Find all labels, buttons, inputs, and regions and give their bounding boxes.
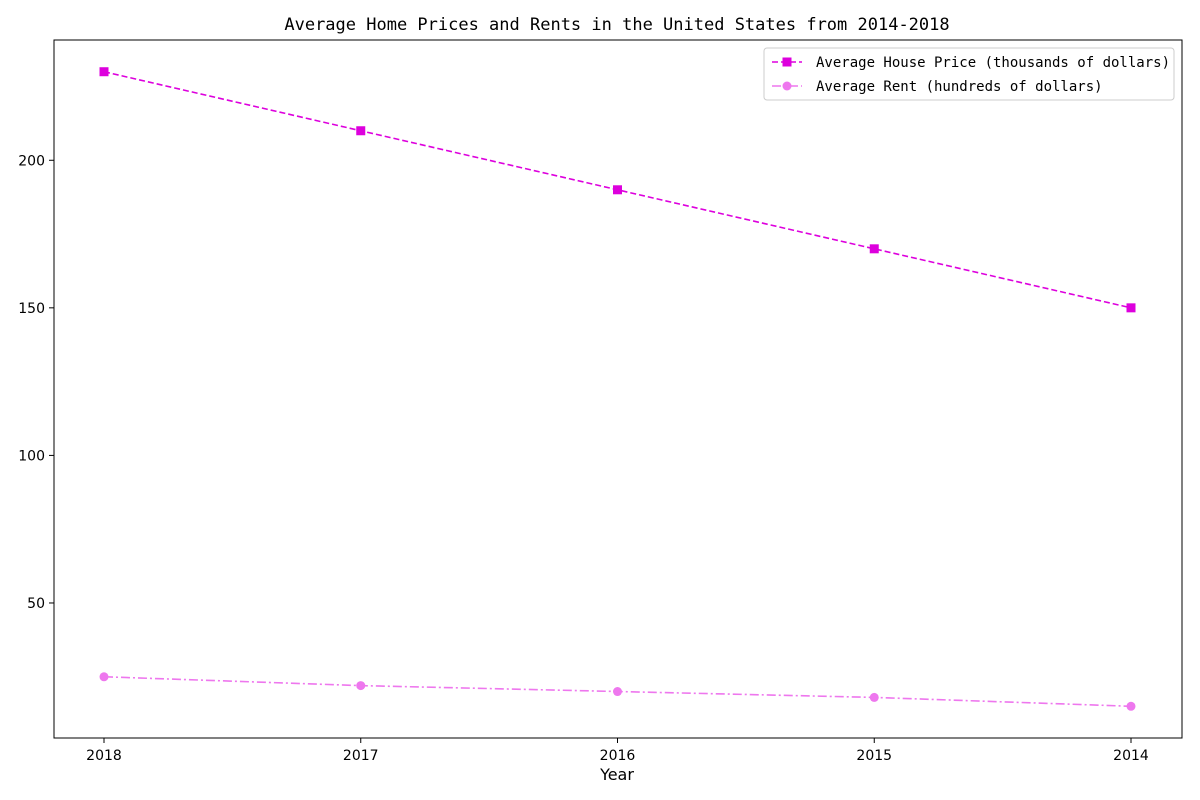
legend-box bbox=[763, 47, 1175, 101]
x-tick-label: 2018 bbox=[86, 748, 122, 764]
legend-label-2: Average Rent (hundreds of dollars) bbox=[816, 79, 1103, 95]
series-1-point bbox=[613, 185, 622, 195]
series-1-point bbox=[1126, 303, 1136, 313]
x-tick-label: 2015 bbox=[856, 748, 892, 764]
axes-frame bbox=[53, 39, 1183, 739]
series-1-point bbox=[869, 244, 879, 254]
y-tick-label: 50 bbox=[27, 596, 45, 612]
series-2-point bbox=[869, 692, 879, 702]
legend-label-1: Average House Price (thousands of dollar… bbox=[816, 55, 1170, 71]
plot-area: 2018 2017 2016 2015 2014 50 100 150 200 bbox=[18, 39, 1183, 764]
x-tick-label: 2014 bbox=[1113, 748, 1149, 764]
legend-marker-2 bbox=[782, 81, 792, 91]
series-2-point bbox=[99, 672, 109, 682]
x-tick-label: 2016 bbox=[600, 748, 636, 764]
y-tick-label: 200 bbox=[18, 153, 45, 169]
y-tick-label: 150 bbox=[18, 301, 45, 317]
chart-title: Average Home Prices and Rents in the Uni… bbox=[284, 15, 949, 35]
series-1-point bbox=[99, 67, 109, 77]
legend-marker-1 bbox=[782, 57, 792, 67]
y-tick-label: 100 bbox=[18, 448, 45, 464]
x-axis-label: Year bbox=[599, 765, 634, 784]
series-2-point bbox=[356, 681, 366, 691]
series-1-point bbox=[356, 126, 366, 136]
x-tick-label: 2017 bbox=[343, 748, 379, 764]
series-2-point bbox=[1126, 701, 1136, 711]
series-2-point bbox=[613, 687, 622, 697]
legend: Average House Price (thousands of dollar… bbox=[763, 47, 1175, 101]
